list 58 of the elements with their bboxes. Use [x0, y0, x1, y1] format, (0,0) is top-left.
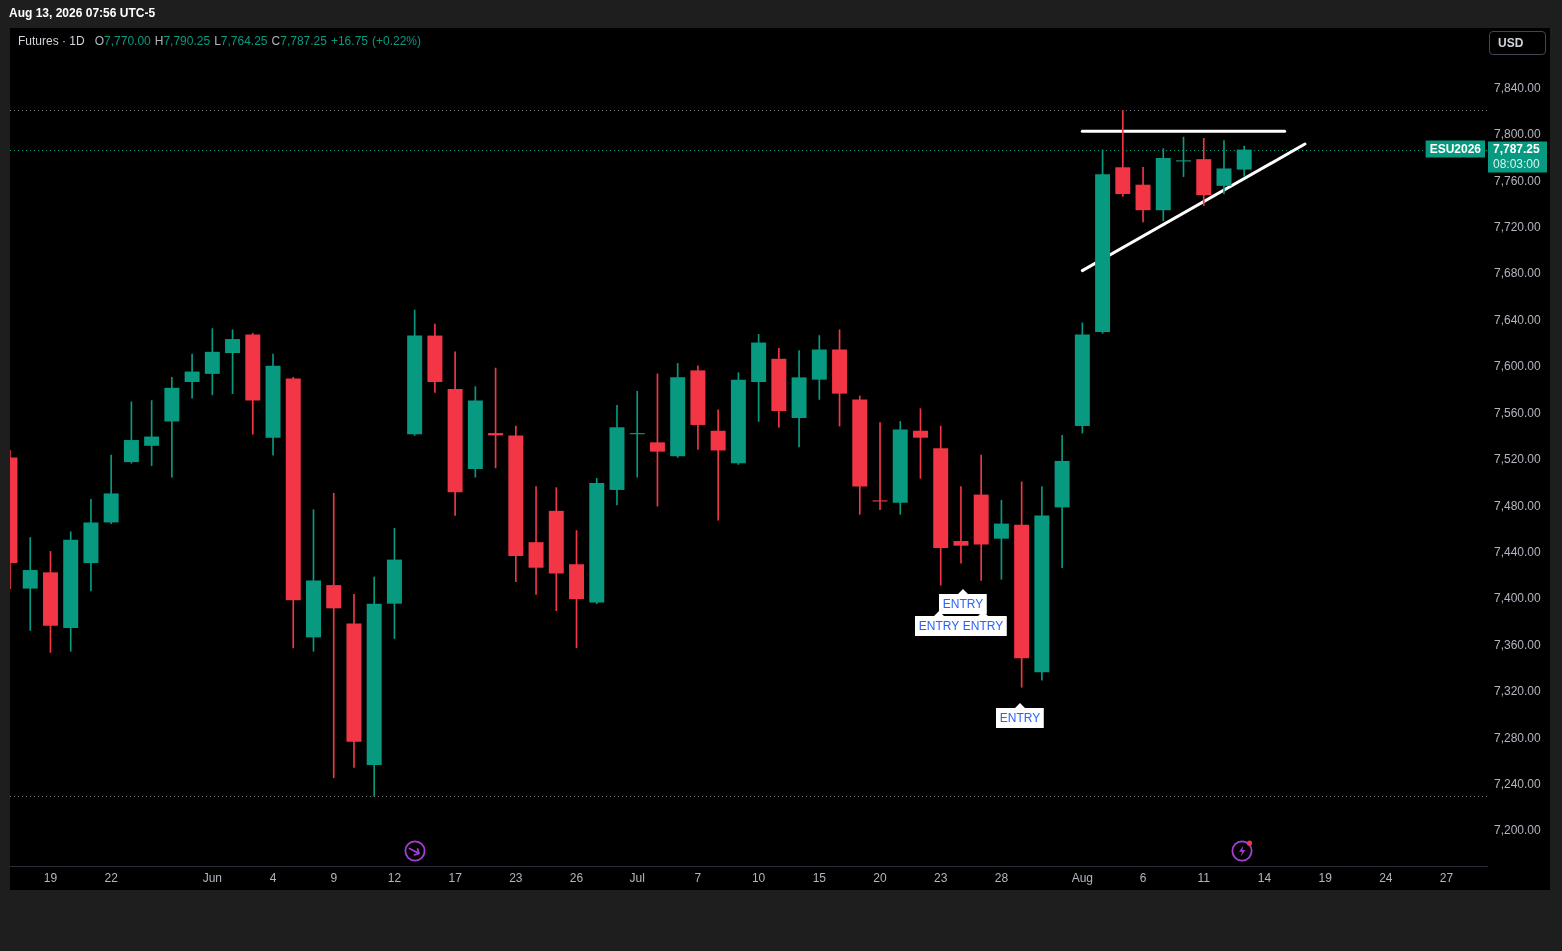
- x-tick-label: Jun: [202, 870, 223, 885]
- annotation: ENTRY: [938, 589, 988, 614]
- candlestick: [326, 493, 342, 779]
- text: Aug 13, 2026 07:56 UTC-5: [9, 6, 156, 20]
- y-tick-label: 7,360.00: [1494, 637, 1542, 652]
- x-tick-label: Jul: [629, 870, 645, 885]
- x-tick-label: Aug: [1071, 870, 1094, 885]
- y-tick-label: 7,480.00: [1494, 498, 1542, 513]
- x-tick-label: 9: [330, 870, 338, 885]
- candlestick: [528, 486, 544, 595]
- y-tick-label: 7,680.00: [1494, 266, 1542, 281]
- annotation: ENTRY: [914, 611, 964, 636]
- ref-line-label: ESU2026: [1429, 141, 1482, 156]
- candlestick: [953, 486, 969, 564]
- y-tick-label: 7,520.00: [1494, 452, 1542, 467]
- y-axis-title: USD: [1489, 31, 1546, 55]
- text: 08:03:00: [1493, 156, 1541, 171]
- y-tick-label: 7,200.00: [1494, 823, 1542, 838]
- x-tick-label: 23: [509, 870, 523, 885]
- y-tick-label: 7,440.00: [1494, 544, 1542, 559]
- text: O7,770.00 H7,790.25 L7,764.25 C7,787.25 +16.75 (+0.22%): [94, 34, 422, 48]
- y-tick-label: 7,400.00: [1494, 591, 1542, 606]
- y-tick-label: 7,840.00: [1494, 80, 1542, 95]
- y-tick-label: 7,560.00: [1494, 405, 1542, 420]
- x-tick-label: 14: [1257, 870, 1272, 885]
- x-tick-label: 20: [873, 870, 888, 885]
- y-tick-label: 7,720.00: [1494, 219, 1542, 234]
- x-tick-label: 22: [104, 870, 119, 885]
- candlestick: [22, 537, 38, 631]
- text: Futures · 1D: [18, 34, 85, 48]
- y-tick-label: 7,760.00: [1494, 173, 1542, 188]
- y-tick-label: 7,240.00: [1494, 777, 1542, 792]
- annotation: ENTRY: [958, 611, 1008, 636]
- annotation: ENTRY: [995, 703, 1045, 728]
- y-tick-label: 7,280.00: [1494, 730, 1542, 745]
- x-tick-label: 10: [751, 870, 766, 885]
- x-tick-label: 24: [1379, 870, 1393, 885]
- x-tick-label: 23: [934, 870, 948, 885]
- x-tick-label: 4: [269, 870, 277, 885]
- x-tick-label: 12: [387, 870, 402, 885]
- x-tick-label: 6: [1139, 870, 1147, 885]
- x-tick-label: 7: [694, 870, 702, 885]
- x-tick-label: 27: [1439, 870, 1454, 885]
- x-tick-label: 19: [43, 870, 58, 885]
- y-tick-label: 7,800.00: [1494, 127, 1542, 142]
- y-tick-label: 7,320.00: [1494, 684, 1542, 699]
- x-tick-label: 19: [1318, 870, 1333, 885]
- y-tick-label: 7,600.00: [1494, 359, 1542, 374]
- x-tick-label: 17: [448, 870, 463, 885]
- candlestick: [710, 409, 726, 521]
- candlestick: [184, 353, 200, 399]
- x-tick-label: 15: [812, 870, 827, 885]
- text: 7,787.25: [1493, 141, 1541, 156]
- x-tick-label: 11: [1197, 870, 1211, 885]
- x-tick-label: 26: [569, 870, 584, 885]
- x-tick-label: 28: [994, 870, 1009, 885]
- candlestick: [872, 422, 888, 511]
- y-tick-label: 7,640.00: [1494, 312, 1542, 327]
